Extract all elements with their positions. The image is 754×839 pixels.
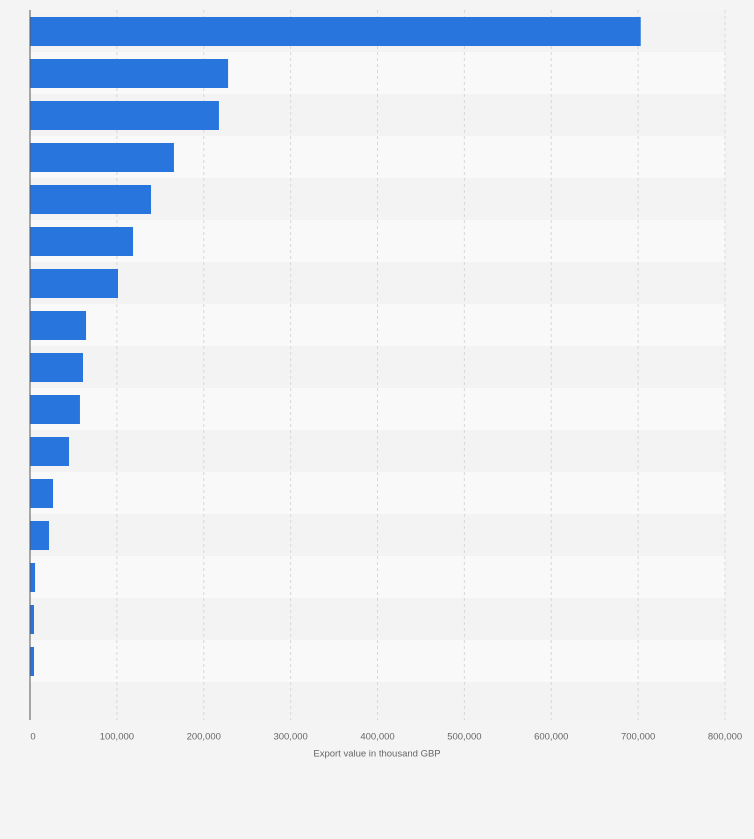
x-tick-label: 700,000 [621, 732, 655, 743]
x-tick-label: 800,000 [708, 732, 742, 743]
bar [30, 605, 34, 634]
bar [30, 479, 54, 508]
x-axis-label: Export value in thousand GBP [313, 749, 440, 760]
bar [30, 269, 119, 298]
bar [30, 227, 134, 256]
bar [30, 563, 36, 592]
bar [30, 143, 174, 172]
bar [30, 521, 50, 550]
x-tick-label: 600,000 [534, 732, 568, 743]
x-tick-label: 400,000 [360, 732, 394, 743]
bar [30, 395, 80, 424]
bar [30, 647, 34, 676]
x-tick-label: 500,000 [447, 732, 481, 743]
bar [30, 17, 641, 46]
x-tick-label: 100,000 [100, 732, 134, 743]
x-tick-label: 0 [30, 732, 35, 743]
x-tick-label: 300,000 [273, 732, 307, 743]
bar [30, 311, 87, 340]
x-tick-label: 200,000 [187, 732, 221, 743]
bar [30, 185, 152, 214]
bar [30, 437, 70, 466]
bar [30, 353, 83, 382]
bar [30, 101, 219, 130]
bar [30, 59, 229, 88]
